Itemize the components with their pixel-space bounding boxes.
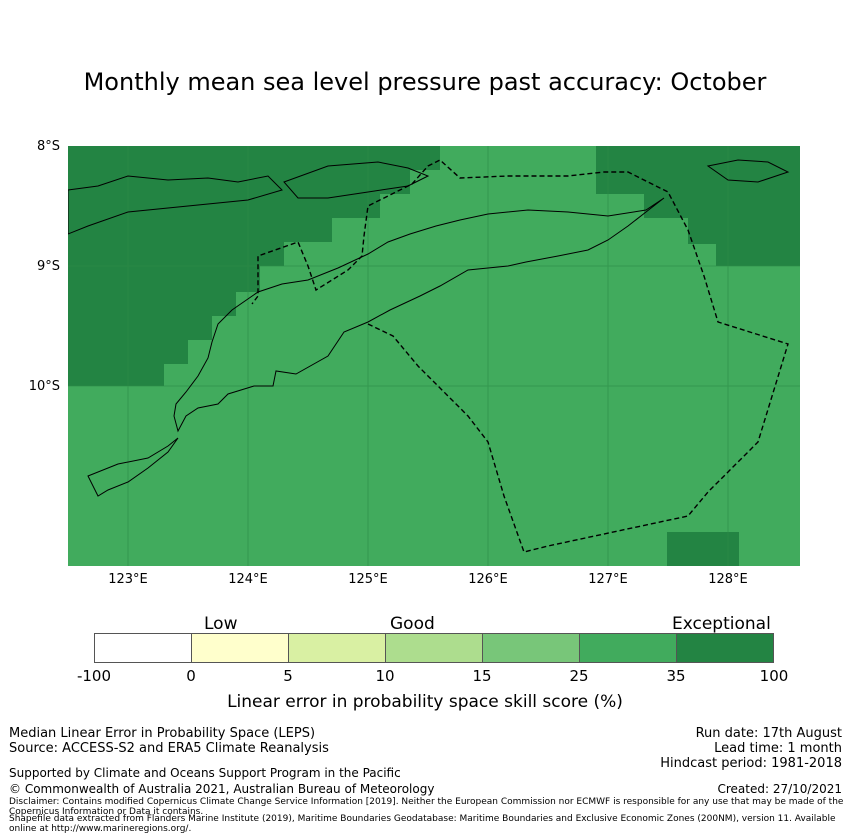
colorbar-tick: 35: [666, 667, 686, 685]
colorbar-segment: [483, 634, 580, 662]
coastlines: [68, 159, 790, 497]
colorbar-label: Linear error in probability space skill …: [227, 692, 623, 712]
colorbar-segment: [95, 634, 192, 662]
lat-label: 8°S: [36, 139, 60, 154]
created-date: Created: 27/10/2021: [717, 782, 842, 796]
metric-text: Median Linear Error in Probability Space…: [9, 726, 316, 741]
copyright-text: © Commonwealth of Australia 2021, Austra…: [9, 782, 435, 796]
exceptional-skill-patch: [667, 532, 739, 566]
lon-label: 128°E: [708, 572, 748, 587]
colorbar-tick: 0: [186, 667, 196, 685]
colorbar-segment: [580, 634, 677, 662]
run-date: Run date: 17th August: [695, 726, 842, 741]
colorbar-tick: -100: [76, 667, 112, 685]
support-text: Supported by Climate and Oceans Support …: [9, 766, 401, 780]
lon-label: 126°E: [468, 572, 508, 587]
source-text: Source: ACCESS-S2 and ERA5 Climate Reana…: [9, 741, 329, 756]
disclaimer-text: Disclaimer: Contains modified Copernicus…: [9, 797, 844, 817]
colorbar-segment: [289, 634, 386, 662]
colorbar-segment: [677, 634, 773, 662]
timor-leste-eez: [251, 159, 789, 553]
timor-coastline: [173, 197, 665, 433]
lat-label: 10°S: [28, 379, 60, 394]
colorbar-tick: 15: [472, 667, 492, 685]
lon-label: 123°E: [108, 572, 148, 587]
map-title: Monthly mean sea level pressure past acc…: [83, 68, 767, 96]
colorbar-segment: [192, 634, 289, 662]
babar-coastline: [706, 159, 790, 183]
lat-label: 9°S: [36, 259, 60, 274]
colorbar-tick: 5: [283, 667, 293, 685]
colorbar-tick: 100: [759, 667, 789, 685]
sumba-coastline: [87, 437, 179, 497]
colorbar-tick: 10: [375, 667, 395, 685]
category-exceptional: Exceptional: [672, 614, 771, 634]
lead-time: Lead time: 1 month: [714, 741, 842, 756]
shapefile-credit: Shapefile data extracted from Flanders M…: [9, 814, 836, 834]
lon-label: 127°E: [588, 572, 628, 587]
lon-label: 124°E: [228, 572, 268, 587]
category-low: Low: [204, 614, 238, 634]
alor-coastline: [68, 175, 283, 235]
colorbar: [94, 633, 774, 663]
exceptional-skill-area-east: [596, 146, 800, 266]
wetar-coastline: [283, 161, 430, 199]
eez-boundaries: [251, 159, 789, 553]
skill-map: [68, 146, 800, 566]
hindcast-period: Hindcast period: 1981-2018: [660, 756, 842, 771]
lon-label: 125°E: [348, 572, 388, 587]
category-good: Good: [390, 614, 435, 634]
colorbar-segment: [386, 634, 483, 662]
colorbar-tick: 25: [569, 667, 589, 685]
